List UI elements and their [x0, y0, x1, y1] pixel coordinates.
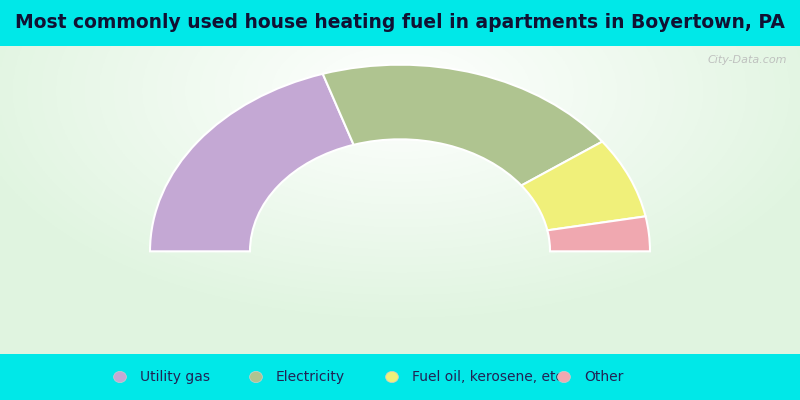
Text: Fuel oil, kerosene, etc.: Fuel oil, kerosene, etc. — [412, 370, 567, 384]
Text: Utility gas: Utility gas — [140, 370, 210, 384]
Text: City-Data.com: City-Data.com — [708, 55, 787, 65]
Text: Electricity: Electricity — [276, 370, 345, 384]
Wedge shape — [322, 65, 602, 186]
Wedge shape — [522, 142, 646, 230]
Text: Other: Other — [584, 370, 623, 384]
Text: Most commonly used house heating fuel in apartments in Boyertown, PA: Most commonly used house heating fuel in… — [15, 14, 785, 32]
Wedge shape — [547, 216, 650, 251]
Wedge shape — [150, 74, 354, 251]
